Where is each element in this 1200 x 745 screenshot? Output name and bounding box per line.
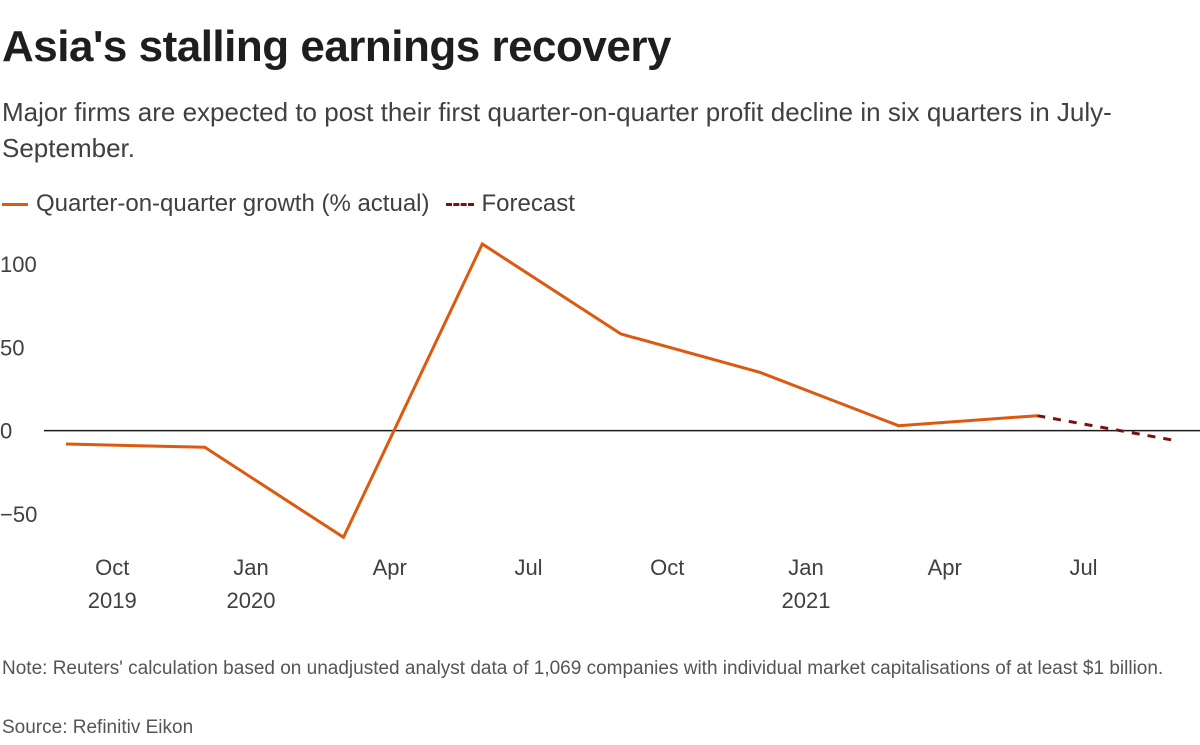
x-tick-label: Jul: [1069, 555, 1097, 580]
chart-subtitle: Major firms are expected to post their f…: [2, 97, 1112, 163]
x-tick-year-label: 2021: [782, 588, 831, 613]
x-tick-label: Apr: [373, 555, 407, 580]
x-tick-label: Oct: [95, 555, 129, 580]
y-tick-label: 0: [0, 419, 12, 444]
y-tick-label: −50: [0, 502, 37, 527]
legend-label-forecast: Forecast: [481, 190, 575, 217]
legend-item-forecast: Forecast: [445, 190, 575, 218]
x-tick-year-label: 2020: [227, 588, 276, 613]
legend-item-actual: Quarter-on-quarter growth (% actual): [2, 190, 430, 218]
chart-legend: Quarter-on-quarter growth (% actual) For…: [2, 190, 591, 218]
x-tick-label: Apr: [928, 555, 962, 580]
legend-swatch-forecast: [445, 202, 474, 206]
y-tick-label: 50: [0, 335, 24, 360]
x-tick-label: Oct: [650, 555, 684, 580]
line-chart: 100 50 0 −50 Oct 2019 Jan 2020 Apr Jul Oct Jan 2021 A…: [0, 241, 1200, 613]
footnote: Note: Reuters' calculation based on unad…: [2, 658, 1164, 679]
actual-series-line: [65, 241, 1038, 540]
chart-title: Asia's stalling earnings recovery: [2, 22, 671, 71]
x-tick-label: Jan: [788, 555, 823, 580]
x-tick-label: Jul: [514, 555, 542, 580]
legend-swatch-actual: [2, 202, 28, 206]
y-tick-label: 100: [0, 252, 37, 277]
x-tick-label: Jan: [233, 555, 268, 580]
x-tick-year-label: 2019: [88, 588, 137, 613]
forecast-series-line: [1037, 414, 1177, 443]
source-line: Source: Refinitiv Eikon: [2, 717, 194, 738]
legend-label-actual: Quarter-on-quarter growth (% actual): [36, 190, 430, 217]
